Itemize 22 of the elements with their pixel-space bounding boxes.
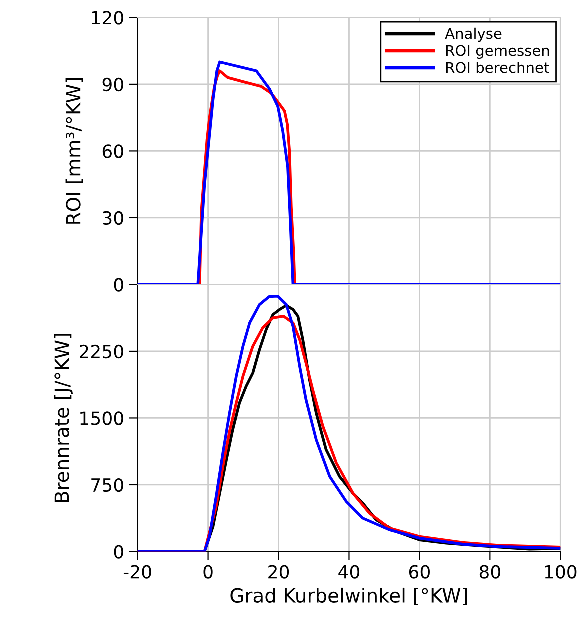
y-tick-label: 90 xyxy=(102,78,124,92)
y-axis-title: ROI [mm³/°KW] xyxy=(66,78,84,224)
y-axis-title: Brennrate [J/°KW] xyxy=(54,334,73,502)
x-tick-label: 80 xyxy=(480,565,500,579)
legend-label: Analyse xyxy=(445,28,502,42)
x-axis-title: Grad Kurbelwinkel [°KW] xyxy=(230,588,468,606)
y-tick-label: 30 xyxy=(103,211,124,226)
y-tick-label: 2250 xyxy=(80,344,124,359)
y-tick-label: 60 xyxy=(102,144,124,158)
x-tick-label: 100 xyxy=(545,565,577,579)
x-tick-label: -20 xyxy=(124,565,152,579)
y-tick-label: 1500 xyxy=(80,412,124,426)
x-tick-label: 0 xyxy=(204,565,213,579)
legend-label: ROI gemessen xyxy=(446,45,550,60)
y-tick-label: 750 xyxy=(92,478,124,492)
x-tick-label: 60 xyxy=(409,565,430,579)
y-tick-label: 0 xyxy=(114,278,124,292)
x-tick-label: 20 xyxy=(268,565,290,579)
legend-label: ROI berechnet xyxy=(446,62,550,74)
x-tick-label: 40 xyxy=(338,565,360,579)
y-tick-label: 0 xyxy=(114,545,124,559)
y-tick-label: 120 xyxy=(92,11,124,25)
